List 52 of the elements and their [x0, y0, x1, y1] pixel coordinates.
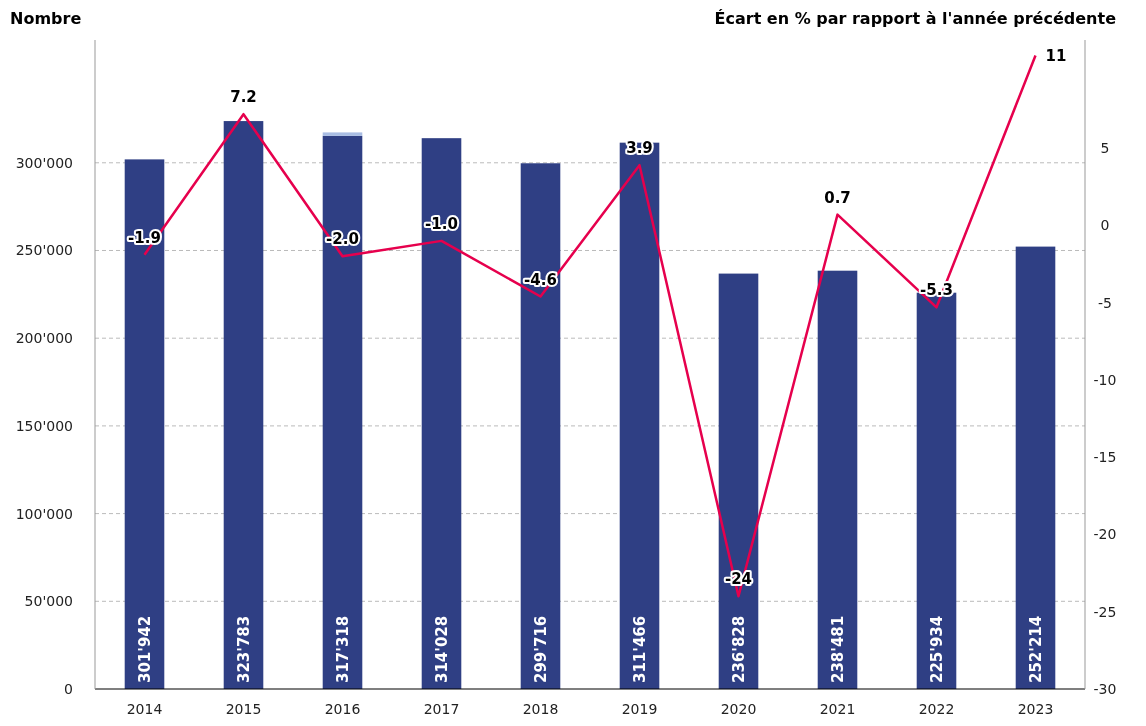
- data-label: 7.2: [230, 88, 257, 107]
- bar: [223, 121, 264, 689]
- data-label: 0.7: [824, 188, 851, 207]
- y-tick-label: 50'000: [24, 593, 73, 610]
- total-label: 311'466: [630, 615, 649, 683]
- x-tick-label: 2020: [720, 701, 757, 717]
- total-label: 314'028: [432, 615, 451, 683]
- y2-axis-title: Écart en % par rapport à l'année précédente: [714, 9, 1117, 28]
- bar: [322, 135, 363, 689]
- total-label: 238'481: [828, 615, 847, 683]
- total-label: 317'318: [333, 615, 352, 683]
- total-label: 252'214: [1026, 615, 1045, 683]
- y2-tick-label: -30: [1093, 681, 1117, 697]
- y2-tick-label: -10: [1093, 371, 1117, 388]
- y2-tick-label: 5: [1100, 140, 1110, 157]
- bar: [421, 138, 462, 689]
- bar: [718, 273, 759, 689]
- y2-tick-label: -25: [1093, 603, 1117, 620]
- y-tick-label: 200'000: [15, 330, 73, 347]
- total-label: 301'942: [135, 615, 154, 683]
- total-label: 323'783: [234, 615, 253, 683]
- total-label: 236'828: [729, 615, 748, 683]
- bar: [1015, 246, 1056, 689]
- y2-tick-label: -15: [1093, 449, 1117, 466]
- bar: [619, 142, 660, 689]
- x-tick-label: 2015: [225, 701, 262, 717]
- y-tick-label: 300'000: [15, 154, 73, 171]
- y-tick-label: 150'000: [15, 417, 73, 434]
- data-label: 11: [1045, 47, 1067, 66]
- x-tick-label: 2018: [522, 701, 559, 717]
- total-label: 225'934: [927, 615, 946, 683]
- y-tick-label: 0: [64, 681, 73, 697]
- bar: [520, 163, 561, 689]
- bar: [124, 159, 165, 689]
- x-tick-label: 2019: [621, 701, 658, 717]
- y2-tick-label: -5: [1098, 294, 1112, 311]
- x-tick-label: 2014: [126, 701, 163, 717]
- y-tick-label: 100'000: [15, 505, 73, 522]
- data-label: -1.0: [425, 214, 458, 233]
- x-tick-label: 2023: [1017, 701, 1054, 717]
- data-label: 3.9: [626, 139, 653, 158]
- total-label: 299'716: [531, 615, 550, 683]
- x-tick-label: 2021: [819, 701, 856, 717]
- y-tick-label: 250'000: [15, 242, 73, 259]
- x-tick-label: 2022: [918, 701, 955, 717]
- y2-tick-label: -20: [1093, 526, 1117, 543]
- bar: [322, 132, 363, 136]
- y2-tick-label: 0: [1100, 217, 1110, 234]
- y-axis-title: Nombre: [10, 9, 82, 28]
- x-tick-label: 2016: [324, 701, 361, 717]
- x-tick-label: 2017: [423, 701, 460, 717]
- bar: [817, 270, 858, 689]
